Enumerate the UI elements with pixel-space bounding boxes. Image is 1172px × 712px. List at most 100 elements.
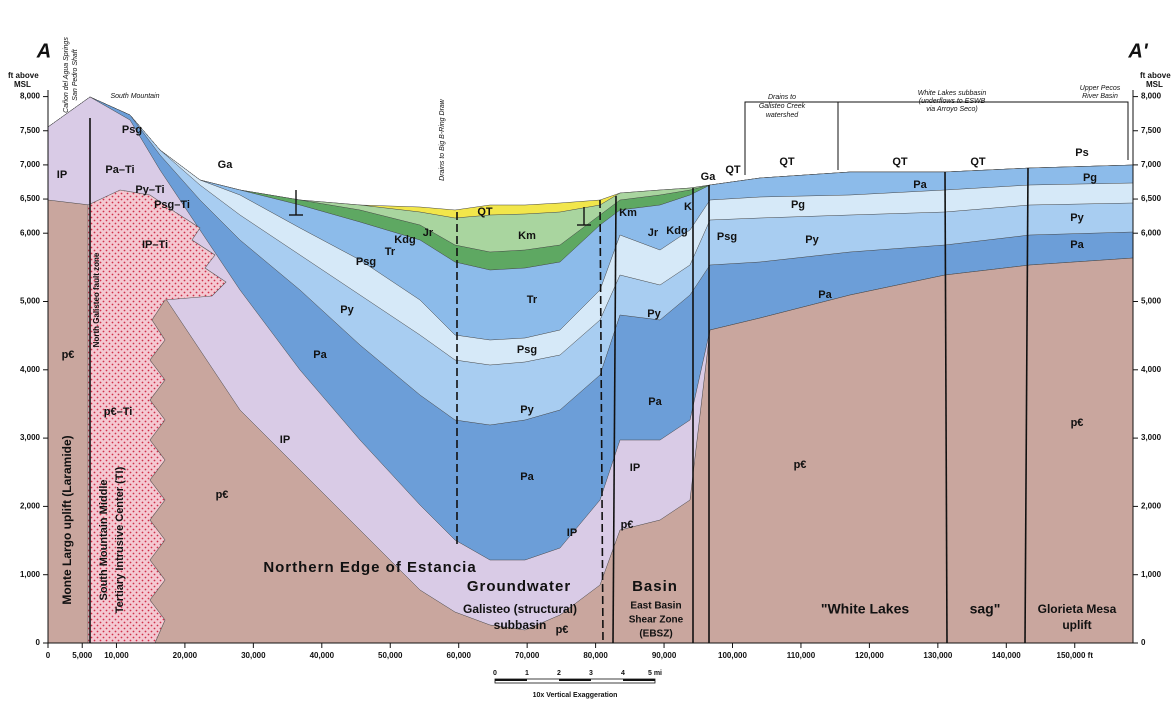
intrusive-center [87,189,227,644]
annotation: River Basin [1082,93,1118,100]
annotation: (underflows to ESWB [919,98,986,105]
x-tick-label: 0 [46,651,51,660]
scale-bar-segment [623,679,655,681]
region-label: East Basin [630,601,681,612]
x-tick-label: 140,000 [992,651,1021,660]
region-labels: Northern Edge of Estancia Groundwater Ba… [60,252,1117,640]
unit-label: IP [57,169,67,181]
region-label: South Mountain Middle [98,480,110,601]
unit-label: Psg [122,124,142,136]
unit-label: Psg–Ti [154,199,190,211]
y-tick-label: 5,000 [20,297,41,306]
scale-tick-label: 4 [621,670,625,677]
scale-caption: 10x Vertical Exaggeration [533,692,618,699]
x-tick-label: 40,000 [310,651,335,660]
unit-label: Jr [423,227,434,239]
unit-label: Ga [701,171,717,183]
unit-labels: IP Pa–Ti Py–Ti Psg–Ti Psg IP–Ti p€ p€–Ti… [57,124,1097,636]
x-tick-label: 130,000 [923,651,952,660]
unit-label: Tr [527,294,538,306]
section-label: A [36,40,51,62]
unit-label: Ga [218,159,234,171]
region-label: Tertiary Intrusive Center (TI) [114,466,126,613]
annotation: South Mountain [110,93,159,100]
scale-tick-label: 3 [589,670,593,677]
y-unit: ft above [1140,71,1171,80]
region-label: Groundwater [467,578,571,595]
unit-label: Pa [1070,239,1084,251]
x-tick-label: 60,000 [446,651,471,660]
fault [599,199,604,644]
scale-bar-segment [559,679,591,681]
unit-label: Pg [1083,172,1097,184]
unit-label: p€ [621,519,634,531]
annotation: White Lakes subbasin [918,90,987,97]
annotation: Galisteo Creek [759,103,806,110]
unit-label: IP [280,434,290,446]
drainage-bracket [744,101,839,175]
region-label: sag" [970,601,1001,617]
x-tick-label: 120,000 [855,651,884,660]
y-tick-label: 7,000 [1141,160,1162,169]
annotation: San Pedro Shaft [72,48,79,100]
scale-tick-label: 0 [493,670,497,677]
region-label: "White Lakes [821,601,910,617]
unit-label: Pa [520,471,534,483]
scale-tick-label: 1 [525,670,529,677]
faults [89,118,1029,644]
unit-label: Psg [717,231,737,243]
x-tick-label: 70,000 [515,651,540,660]
layers [47,96,1134,644]
unit-label: QT [477,206,493,218]
y-tick-label: 6,000 [20,228,41,237]
unit-label: p€ [216,489,229,501]
region-label: Northern Edge of Estancia [263,559,476,576]
drainage-bracket [838,101,1129,160]
region-label: North Galisteo fault zone [92,252,101,347]
unit-label: Py [805,234,819,246]
y-tick-label: 2,000 [1141,502,1162,511]
region-label: uplift [1062,618,1091,632]
x-tick-label: 90,000 [652,651,677,660]
section-label: A' [1127,40,1148,62]
unit-label: IP [567,527,577,539]
y-tick-label: 6,000 [1141,228,1162,237]
annotation: Drains to [768,94,796,101]
annotation: Upper Pecos [1080,85,1121,92]
unit-label: p€–Ti [104,406,133,418]
unit-label: Py–Ti [135,184,164,196]
unit-label: Kdg [394,234,415,246]
unit-label: QT [725,164,741,176]
unit-label: Km [518,230,536,242]
unit-label: Pa [818,289,832,301]
y-tick-label: 1,000 [1141,570,1162,579]
fault [612,195,617,644]
y-tick-label: 1,000 [20,570,41,579]
unit-label: Kdg [666,225,687,237]
y-tick-label: 7,000 [20,160,41,169]
unit-label: p€ [794,459,807,471]
unit-label: Py [340,304,354,316]
unit-label: Psg [356,256,376,268]
fault [1024,167,1029,644]
y-tick-label: 8,000 [20,92,41,101]
region-label: Shear Zone [629,615,684,626]
scale-bar-segment [495,679,527,681]
region-label: Basin [632,578,678,595]
region-label: Glorieta Mesa [1038,602,1117,616]
x-tick-label: 80,000 [583,651,608,660]
unit-label: IP–Ti [142,239,168,251]
unit-label: K [684,201,692,213]
scale-bar: 10x Vertical Exaggeration 0 1 2 3 4 5 mi [493,670,662,699]
x-tick-label: 100,000 [718,651,747,660]
unit-label: Ps [1075,147,1088,159]
y-tick-label: 3,000 [20,433,41,442]
annotation: Cañon del Agua Springs [63,37,70,113]
annotation: Drains to Big B-Ring Draw [439,98,446,181]
y-tick-label: 6,500 [1141,194,1162,203]
scale-tick-label: 2 [557,670,561,677]
y-tick-label: 0 [1141,638,1146,647]
x-tick-label: 10,000 [104,651,129,660]
y-tick-label: 6,500 [20,194,41,203]
